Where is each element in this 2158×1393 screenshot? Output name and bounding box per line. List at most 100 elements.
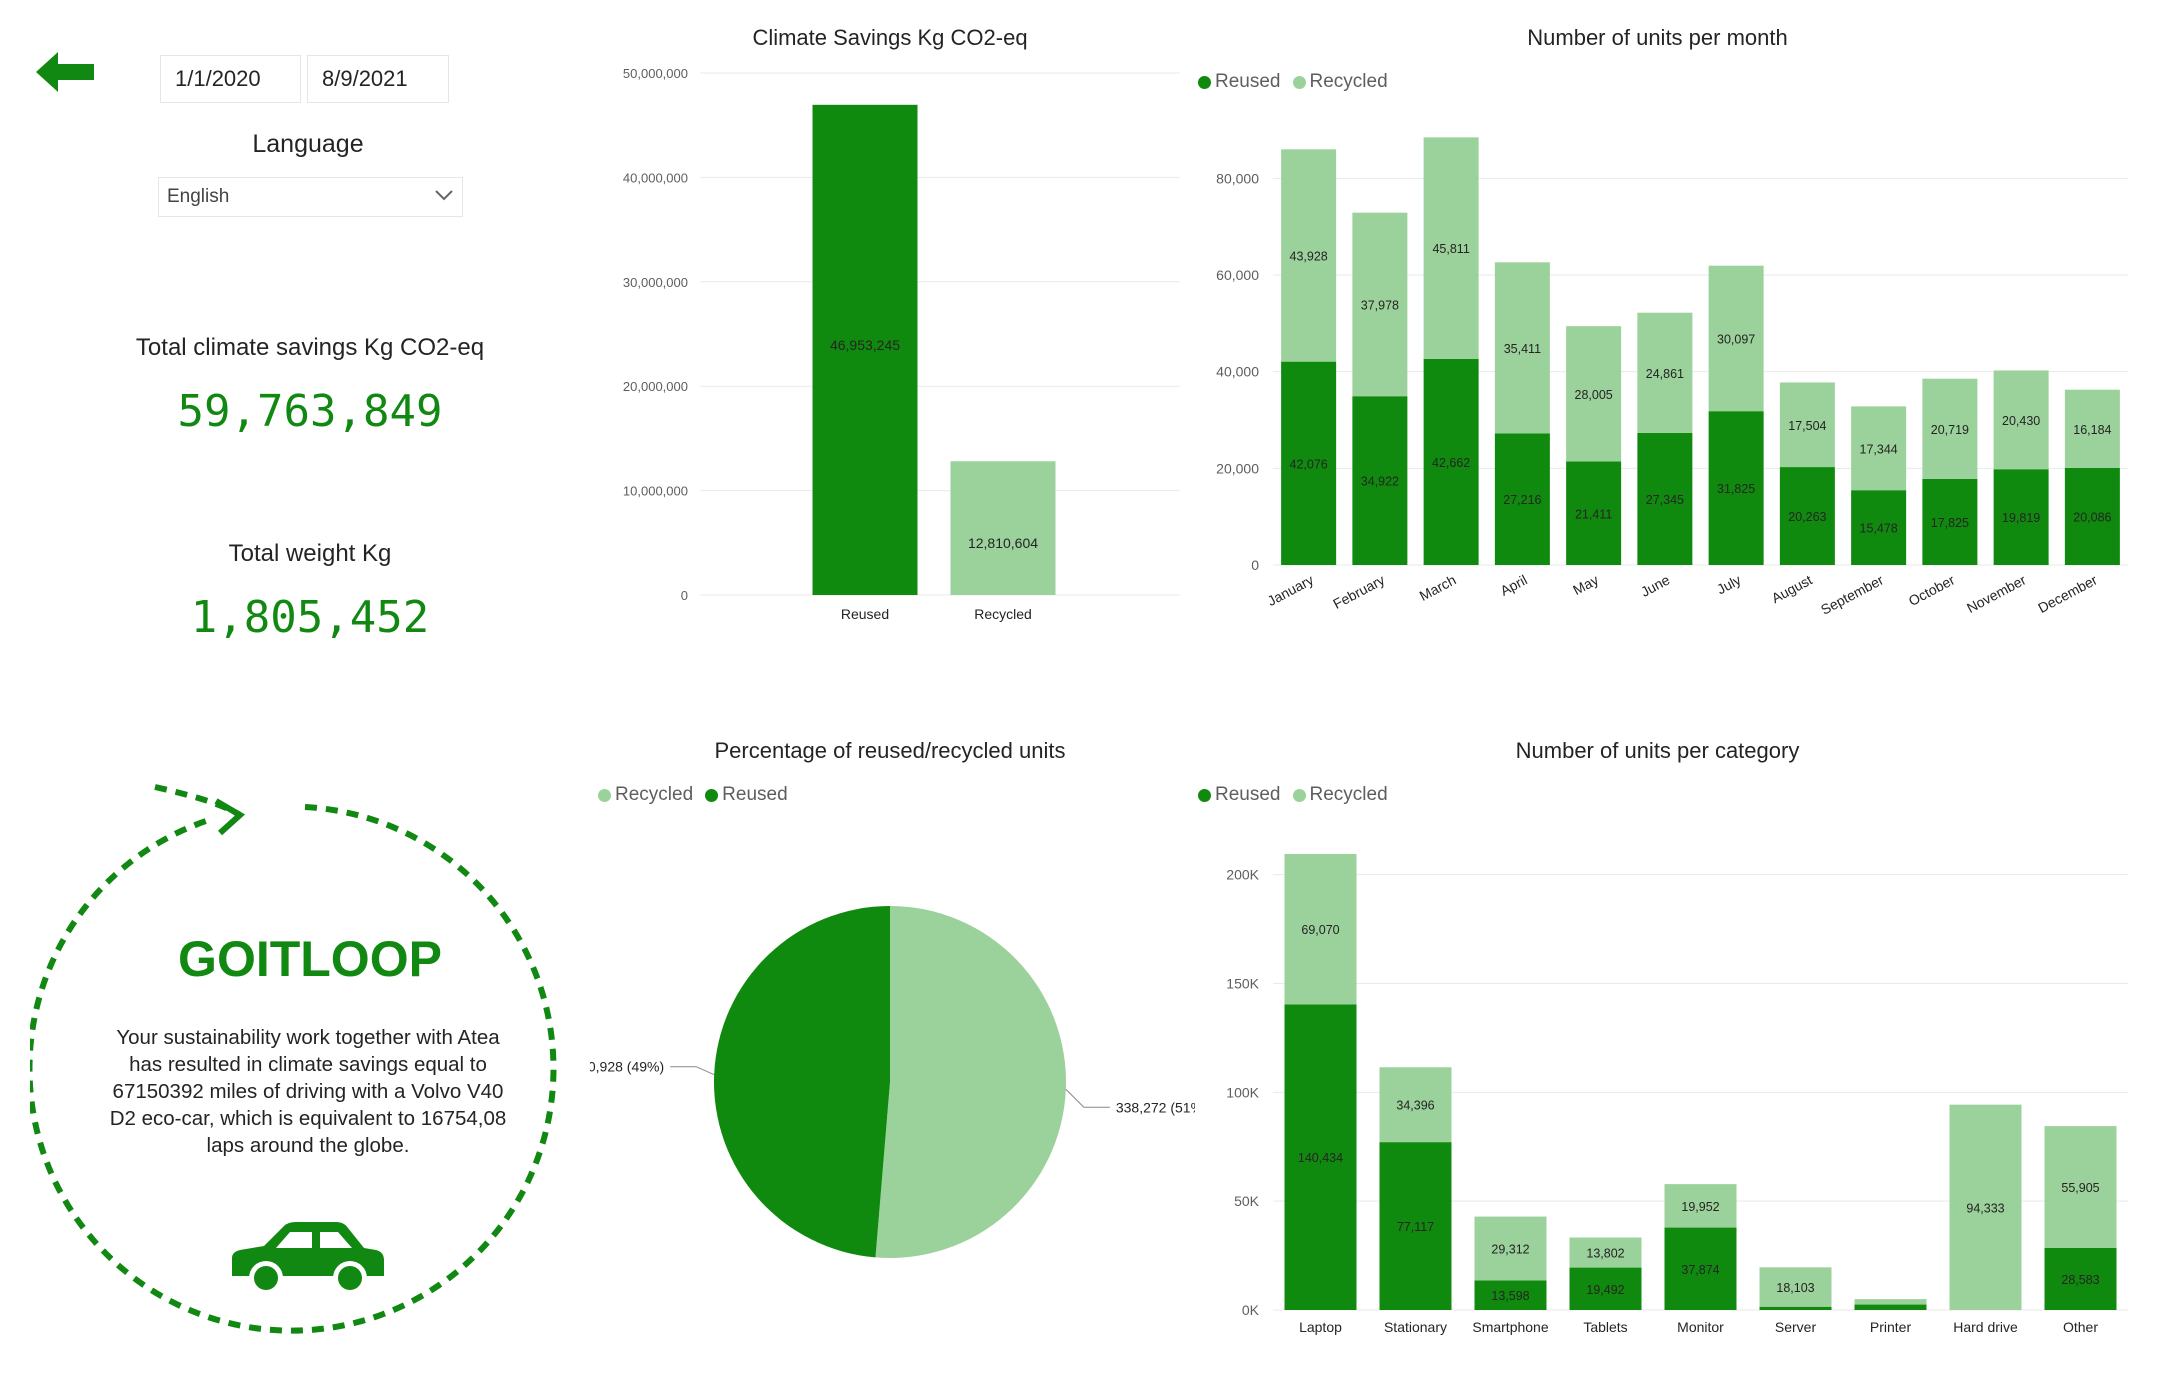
total-weight-label: Total weight Kg: [228, 540, 392, 567]
x-tick-label: Reused: [841, 606, 889, 622]
legend-label: Recycled: [1309, 71, 1388, 92]
recycled-swatch: [598, 788, 611, 802]
bar-segment-reused: [1922, 478, 1978, 565]
data-label: 69,070: [1301, 923, 1339, 937]
data-label: 16,184: [2073, 423, 2111, 437]
data-label: 19,492: [1586, 1283, 1624, 1297]
bar-segment-recycled: [1708, 265, 1764, 412]
data-label: 43,928: [1290, 249, 1328, 263]
legend-item-recycled[interactable]: Recycled: [598, 784, 693, 806]
x-tick-label: Recycled: [974, 606, 1032, 622]
y-tick-label: 150K: [1226, 975, 1259, 991]
start-date-input[interactable]: 1/1/2020: [160, 55, 301, 103]
y-tick-label: 30,000,000: [623, 275, 688, 290]
bar-segment-reused: [1854, 1304, 1927, 1310]
data-label: 13,802: [1586, 1247, 1624, 1261]
data-label: 20,430: [2002, 414, 2040, 428]
x-tick-label: October: [1906, 571, 1958, 609]
pie-data-label: 320,928 (49%): [590, 1059, 664, 1075]
reused-swatch: [1198, 75, 1211, 89]
data-label: 18,103: [1776, 1281, 1814, 1295]
loop-arrow-icon: [30, 784, 557, 1334]
bar-segment-recycled: [1759, 1267, 1832, 1307]
bar-segment-reused: [1664, 1227, 1737, 1310]
data-label: 24,861: [1646, 367, 1684, 381]
pie-data-label: 338,272 (51%): [1116, 1099, 1195, 1115]
x-tick-label: May: [1570, 572, 1601, 599]
data-label: 46,953,245: [830, 337, 900, 353]
language-dropdown[interactable]: English: [158, 177, 463, 217]
x-tick-label: Tablets: [1583, 1319, 1627, 1335]
bar-segment-recycled: [2064, 389, 2120, 468]
y-tick-label: 100K: [1226, 1084, 1259, 1100]
monthly-chart-title: Number of units per month: [1527, 25, 1788, 50]
legend-item-reused[interactable]: Reused: [705, 784, 788, 806]
y-tick-label: 10,000,000: [623, 484, 688, 499]
reused-swatch: [705, 788, 719, 802]
bar-segment-recycled: [1379, 1067, 1452, 1143]
data-label: 140,434: [1298, 1151, 1343, 1165]
x-tick-label: Printer: [1870, 1319, 1912, 1335]
bar-segment-recycled: [1494, 262, 1550, 434]
bar-segment-reused: [1993, 469, 2049, 565]
legend-item-reused[interactable]: Reused: [1198, 71, 1281, 93]
bar-recycled: [950, 461, 1056, 595]
pie-leader-line: [670, 1066, 715, 1076]
bar-segment-reused: [1637, 432, 1693, 565]
legend-item-reused[interactable]: Reused: [1198, 784, 1281, 806]
y-tick-label: 50,000,000: [623, 66, 688, 81]
x-tick-label: Server: [1775, 1319, 1817, 1335]
language-label: Language: [252, 130, 364, 158]
data-label: 28,583: [2061, 1273, 2099, 1287]
bar-segment-recycled: [1284, 853, 1357, 1005]
total-weight-value: 1,805,452: [190, 592, 430, 643]
chevron-down-icon: [435, 190, 453, 201]
x-tick-label: March: [1417, 572, 1459, 604]
bar-segment-reused: [1284, 1004, 1357, 1310]
bar-segment-reused: [1352, 396, 1408, 565]
data-label: 45,811: [1432, 242, 1469, 256]
legend-item-recycled[interactable]: Recycled: [1292, 784, 1388, 806]
recycled-swatch: [1292, 788, 1306, 802]
bar-reused: [812, 104, 918, 596]
y-tick-label: 40,000,000: [623, 170, 688, 185]
data-label: 29,312: [1491, 1242, 1529, 1256]
data-label: 55,905: [2061, 1181, 2099, 1195]
data-label: 28,005: [1575, 388, 1613, 402]
bar-segment-recycled: [2044, 1126, 2117, 1248]
data-label: 37,874: [1681, 1263, 1719, 1277]
legend-label: Recycled: [615, 784, 694, 805]
pie-slice-reused: [713, 906, 890, 1258]
end-date-input[interactable]: 8/9/2021: [307, 55, 449, 103]
language-value: English: [167, 186, 230, 207]
legend-label: Reused: [1215, 784, 1281, 805]
data-label: 37,978: [1361, 298, 1399, 312]
bar-segment-recycled: [1352, 212, 1408, 397]
bar-segment-recycled: [1949, 1104, 2022, 1310]
reused-recycled-pie-chart: 338,272 (51%) 320,928 (49%): [590, 906, 1195, 1258]
bar-segment-reused: [1759, 1306, 1832, 1310]
data-label: 17,825: [1931, 516, 1969, 530]
legend-label: Reused: [722, 784, 788, 805]
bar-segment-recycled: [1993, 370, 2049, 470]
legend-label: Recycled: [1309, 784, 1388, 805]
bar-segment-reused: [1423, 358, 1479, 565]
y-tick-label: 0: [1251, 557, 1259, 573]
y-tick-label: 20,000: [1216, 460, 1259, 476]
x-tick-label: Hard drive: [1953, 1319, 2018, 1335]
bar-segment-reused: [2064, 467, 2120, 565]
x-tick-label: Other: [2063, 1319, 2098, 1335]
bar-segment-reused: [2044, 1247, 2117, 1310]
data-label: 42,662: [1432, 456, 1470, 470]
x-tick-label: August: [1769, 571, 1815, 606]
back-arrow-icon[interactable]: [36, 52, 100, 92]
x-tick-label: July: [1714, 572, 1744, 598]
x-tick-label: September: [1818, 571, 1886, 617]
climate-savings-value: 59,763,849: [177, 386, 443, 437]
y-tick-label: 60,000: [1216, 267, 1259, 283]
recycled-swatch: [1292, 75, 1306, 89]
data-label: 19,952: [1681, 1200, 1719, 1214]
y-tick-label: 20,000,000: [623, 379, 688, 394]
y-tick-label: 200K: [1226, 867, 1259, 883]
legend-item-recycled[interactable]: Recycled: [1292, 71, 1388, 93]
